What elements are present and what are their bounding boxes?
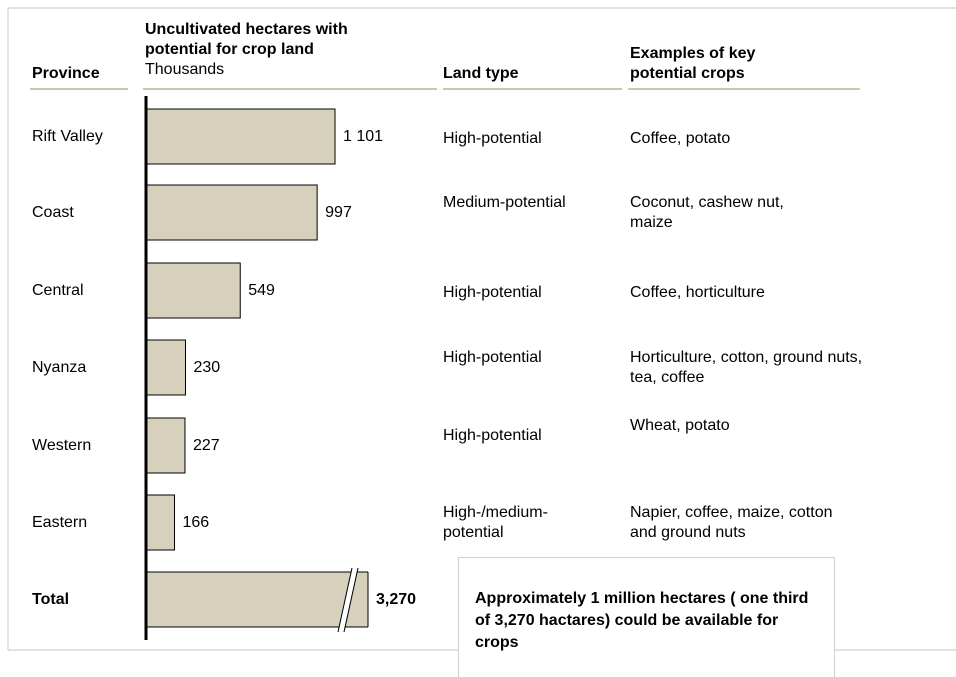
bar	[145, 417, 186, 474]
crops: Napier, coffee, maize, cotton and ground…	[630, 504, 833, 541]
land-type: High-potential	[443, 130, 542, 147]
crops: Coconut, cashew nut, maize	[630, 194, 784, 231]
category-label: Nyanza	[32, 359, 87, 376]
crops: Coffee, horticulture	[630, 284, 765, 301]
value-label: 166	[182, 514, 209, 531]
header-unit: Thousands	[145, 61, 225, 78]
bar	[145, 262, 241, 319]
header-province: Province	[32, 65, 100, 82]
axis-break-line	[343, 567, 359, 633]
category-label: Rift Valley	[32, 128, 103, 145]
land-type: Medium-potential	[443, 194, 566, 211]
crops: Coffee, potato	[630, 130, 731, 147]
value-label: 1 101	[343, 128, 383, 145]
bar	[145, 571, 368, 628]
header-value: Uncultivated hectares with potential for…	[145, 21, 348, 58]
bar	[145, 339, 186, 396]
crops: Wheat, potato	[630, 417, 730, 434]
category-label: Central	[32, 282, 84, 299]
bar	[145, 494, 175, 551]
header-crops: Examples of key potential crops	[630, 45, 756, 82]
land-type: High-/medium-potential	[443, 504, 548, 541]
header-land-type: Land type	[443, 65, 519, 82]
value-label: 230	[193, 359, 220, 376]
land-type: High-potential	[443, 284, 542, 301]
bars	[145, 108, 369, 633]
land-type: High-potential	[443, 349, 542, 366]
land-type: High-potential	[443, 427, 542, 444]
category-label: Eastern	[32, 514, 88, 531]
category-label: Western	[32, 437, 92, 454]
annotation: Approximately 1 million hectares ( one t…	[475, 590, 809, 651]
axis-break	[338, 570, 358, 630]
value-label: 549	[248, 282, 275, 299]
crops: Horticulture, cotton, ground nuts, tea, …	[630, 349, 863, 386]
value-label: 227	[193, 437, 220, 454]
bar	[145, 108, 336, 165]
value-label: 3,270	[376, 591, 416, 608]
annotation-box: Approximately 1 million hectares ( one t…	[458, 557, 835, 677]
axis-break-line	[337, 567, 353, 633]
category-label: Coast	[32, 204, 74, 221]
category-label: Total	[32, 591, 70, 608]
bar	[145, 184, 318, 241]
value-label: 997	[325, 204, 352, 221]
